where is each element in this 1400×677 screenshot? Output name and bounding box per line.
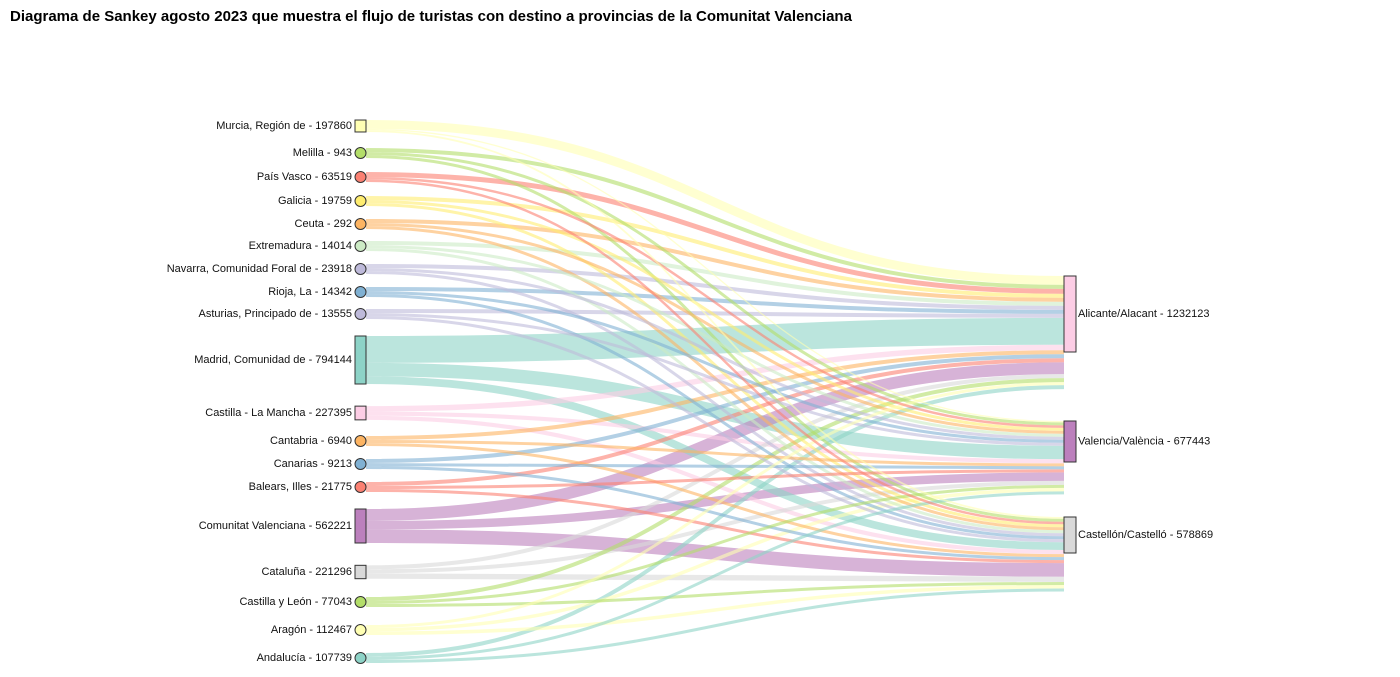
source-label-pais-vasco: País Vasco - 63519 (257, 171, 352, 183)
flow-link-extremadura-to-valencia-valencia (365, 245, 1065, 437)
flow-link-castilla-y-leon-to-castellon-castello (365, 582, 1065, 607)
flow-link-cantabria-to-castellon-castello (365, 443, 1065, 558)
flow-link-asturias-principado-de-to-castellon-castello (365, 316, 1065, 543)
flow-link-aragon-to-valencia-valencia (365, 487, 1065, 632)
flow-link-andalucia-to-castellon-castello (365, 588, 1065, 663)
source-label-galicia: Galicia - 19759 (278, 195, 352, 207)
source-node-madrid-comunidad-de[interactable] (354, 335, 367, 385)
flow-link-madrid-comunidad-de-to-valencia-valencia (365, 362, 1065, 460)
source-node-ceuta[interactable] (354, 218, 367, 230)
source-label-madrid-comunidad-de: Madrid, Comunidad de - 794144 (194, 354, 352, 366)
source-label-ceuta: Ceuta - 292 (295, 218, 352, 230)
source-node-asturias-principado-de[interactable] (354, 308, 367, 320)
flow-link-galicia-to-alicante-alacant (365, 196, 1065, 298)
flow-link-castilla-to-valencia-valencia (365, 411, 1065, 464)
flow-link-murcia-region-de-to-alicante-alacant (365, 120, 1065, 285)
source-node-balears-illes[interactable] (354, 481, 367, 493)
flow-link-murcia-region-de-to-castellon-castello (365, 130, 1065, 519)
source-node-cataluna[interactable] (354, 564, 367, 580)
flow-link-rioja-la-to-castellon-castello (365, 294, 1065, 540)
target-label-valencia-valencia: Valencia/València - 677443 (1078, 436, 1210, 448)
flow-link-comunitat-valenciana-to-alicante-alacant (365, 362, 1065, 521)
flow-link-castilla-to-castellon-castello (365, 415, 1065, 555)
flow-link-aragon-to-castellon-castello (365, 585, 1065, 635)
source-label-canarias: Canarias - 9213 (274, 458, 352, 470)
flow-link-navarra-comunidad-foral-de-to-castellon-castello (365, 271, 1065, 537)
source-node-andalucia[interactable] (354, 652, 367, 664)
flow-link-cataluna-to-castellon-castello (365, 573, 1065, 583)
flow-link-asturias-principado-de-to-valencia-valencia (365, 313, 1065, 446)
flow-link-ceuta-to-alicante-alacant (365, 219, 1065, 302)
flow-link-melilla-to-valencia-valencia (365, 152, 1065, 426)
flow-link-balears-illes-to-castellon-castello (365, 489, 1065, 564)
flow-link-ceuta-to-valencia-valencia (365, 223, 1065, 434)
source-node-castilla-y-leon[interactable] (354, 596, 367, 608)
source-label-balears-illes: Balears, Illes - 21775 (249, 481, 352, 493)
flow-link-galicia-to-castellon-castello (365, 203, 1065, 528)
flow-link-pais-vasco-to-valencia-valencia (365, 177, 1065, 428)
sankey-links (365, 120, 1065, 663)
flow-link-cantabria-to-valencia-valencia (365, 440, 1065, 467)
source-label-castilla: Castilla - La Mancha - 227395 (205, 407, 352, 419)
flow-link-castilla-y-leon-to-alicante-alacant (365, 378, 1065, 601)
source-node-pais-vasco[interactable] (354, 171, 367, 183)
source-label-aragon: Aragón - 112467 (271, 624, 352, 636)
source-label-asturias-principado-de: Asturias, Principado de - 13555 (199, 308, 352, 320)
sankey-labels: Murcia, Región de - 197860 Melilla - 943 P… (167, 120, 1213, 664)
source-node-murcia-region-de[interactable] (354, 119, 367, 133)
source-label-cataluna: Cataluña - 221296 (261, 566, 352, 578)
sankey-nodes (354, 119, 1077, 664)
source-label-cantabria: Cantabria - 6940 (270, 435, 352, 447)
flow-link-andalucia-to-alicante-alacant (365, 385, 1065, 657)
flow-link-extremadura-to-castellon-castello (365, 248, 1065, 534)
source-label-extremadura: Extremadura - 14014 (249, 240, 352, 252)
flow-link-canarias-to-castellon-castello (365, 466, 1065, 561)
source-label-andalucia: Andalucía - 107739 (257, 652, 352, 664)
target-label-castellon-castello: Castellón/Castelló - 578869 (1078, 529, 1213, 541)
flow-link-melilla-to-castellon-castello (365, 155, 1065, 522)
flow-link-aragon-to-alicante-alacant (365, 382, 1065, 628)
source-node-melilla[interactable] (354, 147, 367, 159)
flow-link-canarias-to-valencia-valencia (365, 463, 1065, 470)
flow-link-pais-vasco-to-alicante-alacant (365, 172, 1065, 294)
target-node-valencia-valencia[interactable] (1063, 420, 1077, 463)
flow-link-cantabria-to-alicante-alacant (365, 350, 1065, 440)
flow-link-pais-vasco-to-castellon-castello (365, 179, 1065, 525)
source-node-rioja-la[interactable] (354, 286, 367, 298)
source-node-castilla[interactable] (354, 405, 367, 421)
source-node-galicia[interactable] (354, 195, 367, 207)
chart-title: Diagrama de Sankey agosto 2023 que muest… (10, 8, 852, 25)
flow-link-madrid-comunidad-de-to-castellon-castello (365, 376, 1065, 550)
flow-link-castilla-y-leon-to-valencia-valencia (365, 484, 1065, 604)
source-label-rioja-la: Rioja, La - 14342 (268, 286, 352, 298)
source-label-melilla: Melilla - 943 (293, 147, 352, 159)
flow-link-rioja-la-to-valencia-valencia (365, 291, 1065, 443)
flow-link-rioja-la-to-alicante-alacant (365, 287, 1065, 314)
source-node-navarra-comunidad-foral-de[interactable] (354, 263, 367, 275)
flow-link-murcia-region-de-to-valencia-valencia (365, 128, 1065, 423)
source-node-canarias[interactable] (354, 458, 367, 470)
source-node-comunitat-valenciana[interactable] (354, 508, 367, 544)
source-label-murcia-region-de: Murcia, Región de - 197860 (216, 120, 352, 132)
source-node-aragon[interactable] (354, 624, 367, 636)
source-label-comunitat-valenciana: Comunitat Valenciana - 562221 (199, 520, 352, 532)
source-label-castilla-y-leon: Castilla y León - 77043 (239, 596, 352, 608)
flow-link-cataluna-to-alicante-alacant (365, 374, 1065, 570)
flow-link-balears-illes-to-alicante-alacant (365, 358, 1065, 486)
source-node-cantabria[interactable] (354, 435, 367, 447)
target-label-alicante-alacant: Alicante/Alacant - 1232123 (1078, 308, 1209, 320)
target-node-castellon-castello[interactable] (1063, 516, 1077, 554)
flow-link-galicia-to-valencia-valencia (365, 200, 1065, 431)
source-label-navarra-comunidad-foral-de: Navarra, Comunidad Foral de - 23918 (167, 263, 352, 275)
flow-link-melilla-to-alicante-alacant (365, 148, 1065, 289)
flow-link-extremadura-to-alicante-alacant (365, 241, 1065, 306)
flow-link-asturias-principado-de-to-alicante-alacant (365, 309, 1065, 318)
flow-link-comunitat-valenciana-to-castellon-castello (365, 529, 1065, 577)
flow-link-balears-illes-to-valencia-valencia (365, 469, 1065, 489)
flow-link-canarias-to-alicante-alacant (365, 354, 1065, 463)
flow-link-navarra-comunidad-foral-de-to-valencia-valencia (365, 268, 1065, 440)
target-node-alicante-alacant[interactable] (1063, 275, 1077, 353)
source-node-extremadura[interactable] (354, 240, 367, 252)
